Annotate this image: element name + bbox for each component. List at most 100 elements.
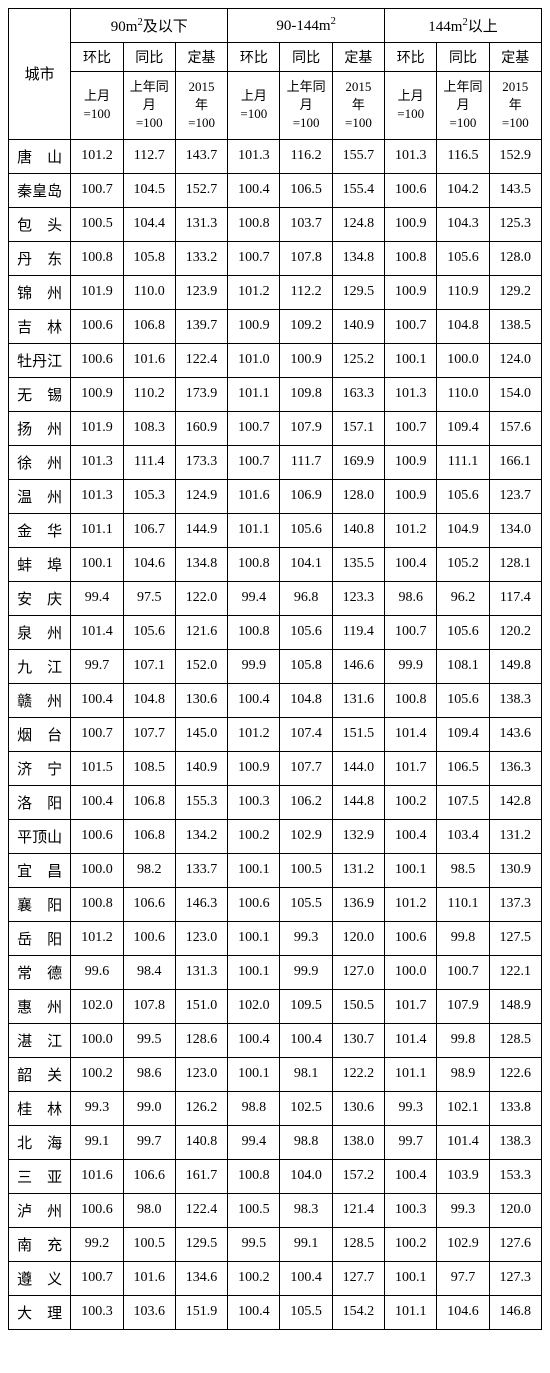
table-row: 南 充99.2100.5129.599.599.1128.5100.2102.9… — [9, 1227, 542, 1261]
value-cell: 101.3 — [385, 377, 437, 411]
header-group-144above: 144m2以上 — [385, 9, 542, 43]
value-cell: 100.4 — [228, 683, 280, 717]
value-cell: 100.5 — [280, 853, 332, 887]
value-cell: 127.5 — [489, 921, 541, 955]
value-cell: 99.1 — [280, 1227, 332, 1261]
table-row: 韶 关100.298.6123.0100.198.1122.2101.198.9… — [9, 1057, 542, 1091]
header-base-3: 定基 — [489, 43, 541, 72]
value-cell: 100.7 — [385, 309, 437, 343]
value-cell: 101.1 — [228, 377, 280, 411]
value-cell: 101.4 — [385, 1023, 437, 1057]
value-cell: 98.3 — [280, 1193, 332, 1227]
value-cell: 104.8 — [280, 683, 332, 717]
value-cell: 105.2 — [437, 547, 489, 581]
value-cell: 101.2 — [228, 275, 280, 309]
value-cell: 100.4 — [385, 819, 437, 853]
value-cell: 129.5 — [175, 1227, 227, 1261]
value-cell: 131.3 — [175, 207, 227, 241]
value-cell: 105.6 — [437, 615, 489, 649]
value-cell: 106.2 — [280, 785, 332, 819]
value-cell: 148.9 — [489, 989, 541, 1023]
value-cell: 105.6 — [280, 513, 332, 547]
value-cell: 128.0 — [489, 241, 541, 275]
value-cell: 102.9 — [437, 1227, 489, 1261]
city-cell: 徐 州 — [9, 445, 71, 479]
value-cell: 106.5 — [280, 173, 332, 207]
city-cell: 济 宁 — [9, 751, 71, 785]
value-cell: 101.1 — [385, 1057, 437, 1091]
value-cell: 120.0 — [332, 921, 384, 955]
value-cell: 137.3 — [489, 887, 541, 921]
value-cell: 99.9 — [228, 649, 280, 683]
value-cell: 108.3 — [123, 411, 175, 445]
value-cell: 134.2 — [175, 819, 227, 853]
value-cell: 101.2 — [71, 921, 123, 955]
table-row: 赣 州100.4104.8130.6100.4104.8131.6100.810… — [9, 683, 542, 717]
value-cell: 99.8 — [437, 1023, 489, 1057]
value-cell: 99.7 — [385, 1125, 437, 1159]
value-cell: 100.6 — [228, 887, 280, 921]
table-row: 金 华101.1106.7144.9101.1105.6140.8101.210… — [9, 513, 542, 547]
value-cell: 112.2 — [280, 275, 332, 309]
value-cell: 99.9 — [280, 955, 332, 989]
header-base-desc-2: 2015年=100 — [332, 72, 384, 140]
value-cell: 110.1 — [437, 887, 489, 921]
value-cell: 140.8 — [175, 1125, 227, 1159]
table-row: 岳 阳101.2100.6123.0100.199.3120.0100.699.… — [9, 921, 542, 955]
header-yoy-3: 同比 — [437, 43, 489, 72]
value-cell: 133.7 — [175, 853, 227, 887]
value-cell: 100.7 — [71, 717, 123, 751]
value-cell: 105.8 — [280, 649, 332, 683]
value-cell: 100.9 — [385, 207, 437, 241]
value-cell: 140.8 — [332, 513, 384, 547]
city-cell: 南 充 — [9, 1227, 71, 1261]
value-cell: 106.7 — [123, 513, 175, 547]
value-cell: 127.7 — [332, 1261, 384, 1295]
value-cell: 100.5 — [228, 1193, 280, 1227]
value-cell: 126.2 — [175, 1091, 227, 1125]
city-cell: 无 锡 — [9, 377, 71, 411]
table-row: 安 庆99.497.5122.099.496.8123.398.696.2117… — [9, 581, 542, 615]
value-cell: 100.2 — [228, 819, 280, 853]
value-cell: 144.0 — [332, 751, 384, 785]
value-cell: 131.3 — [175, 955, 227, 989]
city-cell: 桂 林 — [9, 1091, 71, 1125]
value-cell: 101.7 — [385, 751, 437, 785]
city-cell: 金 华 — [9, 513, 71, 547]
value-cell: 128.6 — [175, 1023, 227, 1057]
value-cell: 127.3 — [489, 1261, 541, 1295]
value-cell: 102.1 — [437, 1091, 489, 1125]
value-cell: 108.5 — [123, 751, 175, 785]
value-cell: 100.2 — [71, 1057, 123, 1091]
value-cell: 163.3 — [332, 377, 384, 411]
value-cell: 99.3 — [280, 921, 332, 955]
table-row: 洛 阳100.4106.8155.3100.3106.2144.8100.210… — [9, 785, 542, 819]
value-cell: 100.2 — [228, 1261, 280, 1295]
value-cell: 99.7 — [71, 649, 123, 683]
value-cell: 109.4 — [437, 717, 489, 751]
value-cell: 131.6 — [332, 683, 384, 717]
value-cell: 99.6 — [71, 955, 123, 989]
value-cell: 105.8 — [123, 241, 175, 275]
table-header: 城市 90m2及以下 90-144m2 144m2以上 环比 同比 定基 环比 … — [9, 9, 542, 140]
city-cell: 牡丹江 — [9, 343, 71, 377]
value-cell: 134.6 — [175, 1261, 227, 1295]
value-cell: 100.6 — [71, 1193, 123, 1227]
table-row: 包 头100.5104.4131.3100.8103.7124.8100.910… — [9, 207, 542, 241]
value-cell: 99.4 — [71, 581, 123, 615]
value-cell: 97.7 — [437, 1261, 489, 1295]
value-cell: 107.8 — [123, 989, 175, 1023]
value-cell: 99.4 — [228, 581, 280, 615]
header-yoy-1: 同比 — [123, 43, 175, 72]
value-cell: 100.2 — [385, 785, 437, 819]
value-cell: 107.8 — [280, 241, 332, 275]
table-row: 唐 山101.2112.7143.7101.3116.2155.7101.311… — [9, 139, 542, 173]
header-city: 城市 — [9, 9, 71, 140]
value-cell: 100.6 — [385, 173, 437, 207]
value-cell: 103.7 — [280, 207, 332, 241]
value-cell: 106.6 — [123, 887, 175, 921]
value-cell: 130.6 — [175, 683, 227, 717]
value-cell: 103.6 — [123, 1295, 175, 1329]
value-cell: 119.4 — [332, 615, 384, 649]
value-cell: 105.6 — [280, 615, 332, 649]
